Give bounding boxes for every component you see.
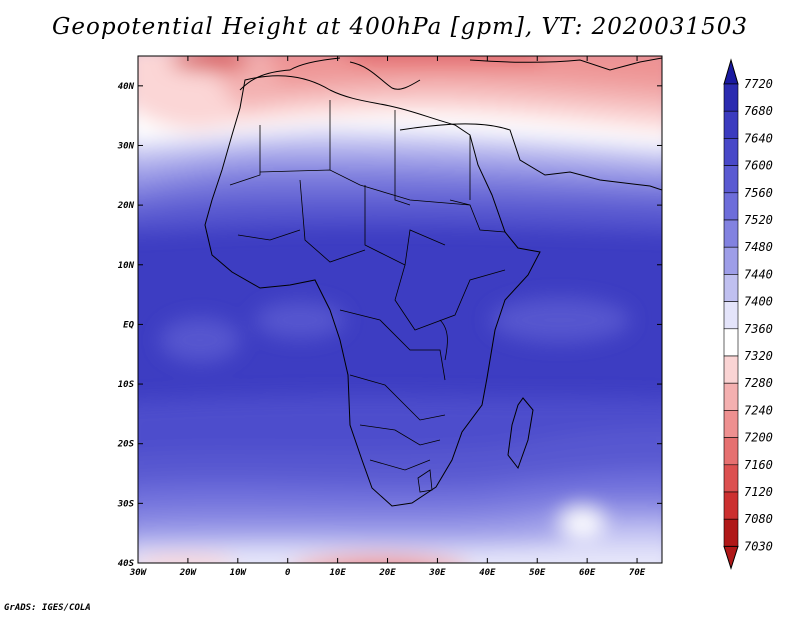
madagascar-outline (507, 397, 534, 470)
lon-label: 0 (285, 568, 291, 578)
colorbar-label: 7480 (744, 240, 773, 254)
colorbar-min-arrow (723, 545, 739, 571)
colorbar-segment (723, 301, 739, 330)
lon-label: 10E (329, 568, 346, 578)
colorbar-segment (723, 110, 739, 139)
lat-label: 20N (117, 201, 135, 211)
lat-label: 10S (118, 380, 135, 390)
colorbar-label: 7200 (744, 431, 773, 445)
colorbar-label: 7280 (744, 376, 773, 390)
lat-label: 30S (117, 499, 135, 509)
lon-label: 20E (378, 568, 396, 578)
lon-label: 40E (479, 568, 496, 578)
lon-label: 10W (230, 568, 248, 578)
colorbar-label: 7600 (744, 159, 773, 173)
colorbar-segment (723, 328, 739, 357)
colorbar-segment (723, 437, 739, 466)
colorbar-segment (723, 192, 739, 221)
country-borders (229, 100, 506, 493)
colorbar-segment (723, 355, 739, 384)
colorbar-segment (723, 274, 739, 302)
colorbar-max-arrow (723, 58, 739, 85)
colorbar-segment (723, 491, 739, 520)
lon-label: 30W (129, 568, 148, 578)
plot-frame (137, 55, 663, 564)
lat-label: 10N (118, 261, 135, 271)
coastlines (204, 57, 662, 507)
lon-label: 50E (529, 568, 546, 578)
colorbar-label: 7520 (744, 213, 773, 227)
colorbar-label: 7080 (744, 512, 773, 526)
geopotential-field (138, 56, 662, 563)
lat-label: 20S (117, 440, 135, 450)
colorbar-segment (723, 165, 739, 194)
colorbar-label: 7440 (744, 267, 773, 281)
colorbar-label: 7240 (744, 403, 773, 417)
lat-label: 40N (118, 82, 135, 92)
colorbar-segment (723, 518, 739, 547)
lon-label: 70E (629, 568, 646, 578)
colorbar-segment (723, 138, 739, 166)
lat-label: EQ (123, 320, 134, 330)
lon-label: 30E (428, 568, 446, 578)
colorbar-label: 7160 (744, 458, 773, 472)
footer-credit: GrADS: IGES/COLA (4, 603, 91, 613)
colorbar-segment (723, 382, 739, 411)
colorbar-label: 7120 (744, 485, 773, 499)
colorbar-segment (723, 246, 739, 275)
lon-label: 60E (579, 568, 596, 578)
colorbar-segment (723, 83, 739, 112)
colorbar-label: 7030 (744, 539, 773, 553)
colorbar-label: 7560 (744, 186, 773, 200)
colorbar-label: 7360 (744, 322, 773, 336)
lat-label: 40S (118, 559, 135, 569)
colorbar-segment (723, 219, 739, 248)
colorbar-label: 7720 (744, 77, 773, 91)
colorbar-label: 7400 (744, 295, 773, 309)
colorbar-segment (723, 464, 739, 493)
colorbar-segment (723, 410, 739, 438)
colorbar-label: 7320 (744, 349, 773, 363)
map-title: Geopotential Height at 400hPa [gpm], VT:… (52, 14, 748, 40)
lon-label: 20W (179, 568, 198, 578)
lat-label: 30N (117, 141, 135, 151)
colorbar-label: 7680 (744, 104, 773, 118)
colorbar-label: 7640 (744, 131, 773, 145)
